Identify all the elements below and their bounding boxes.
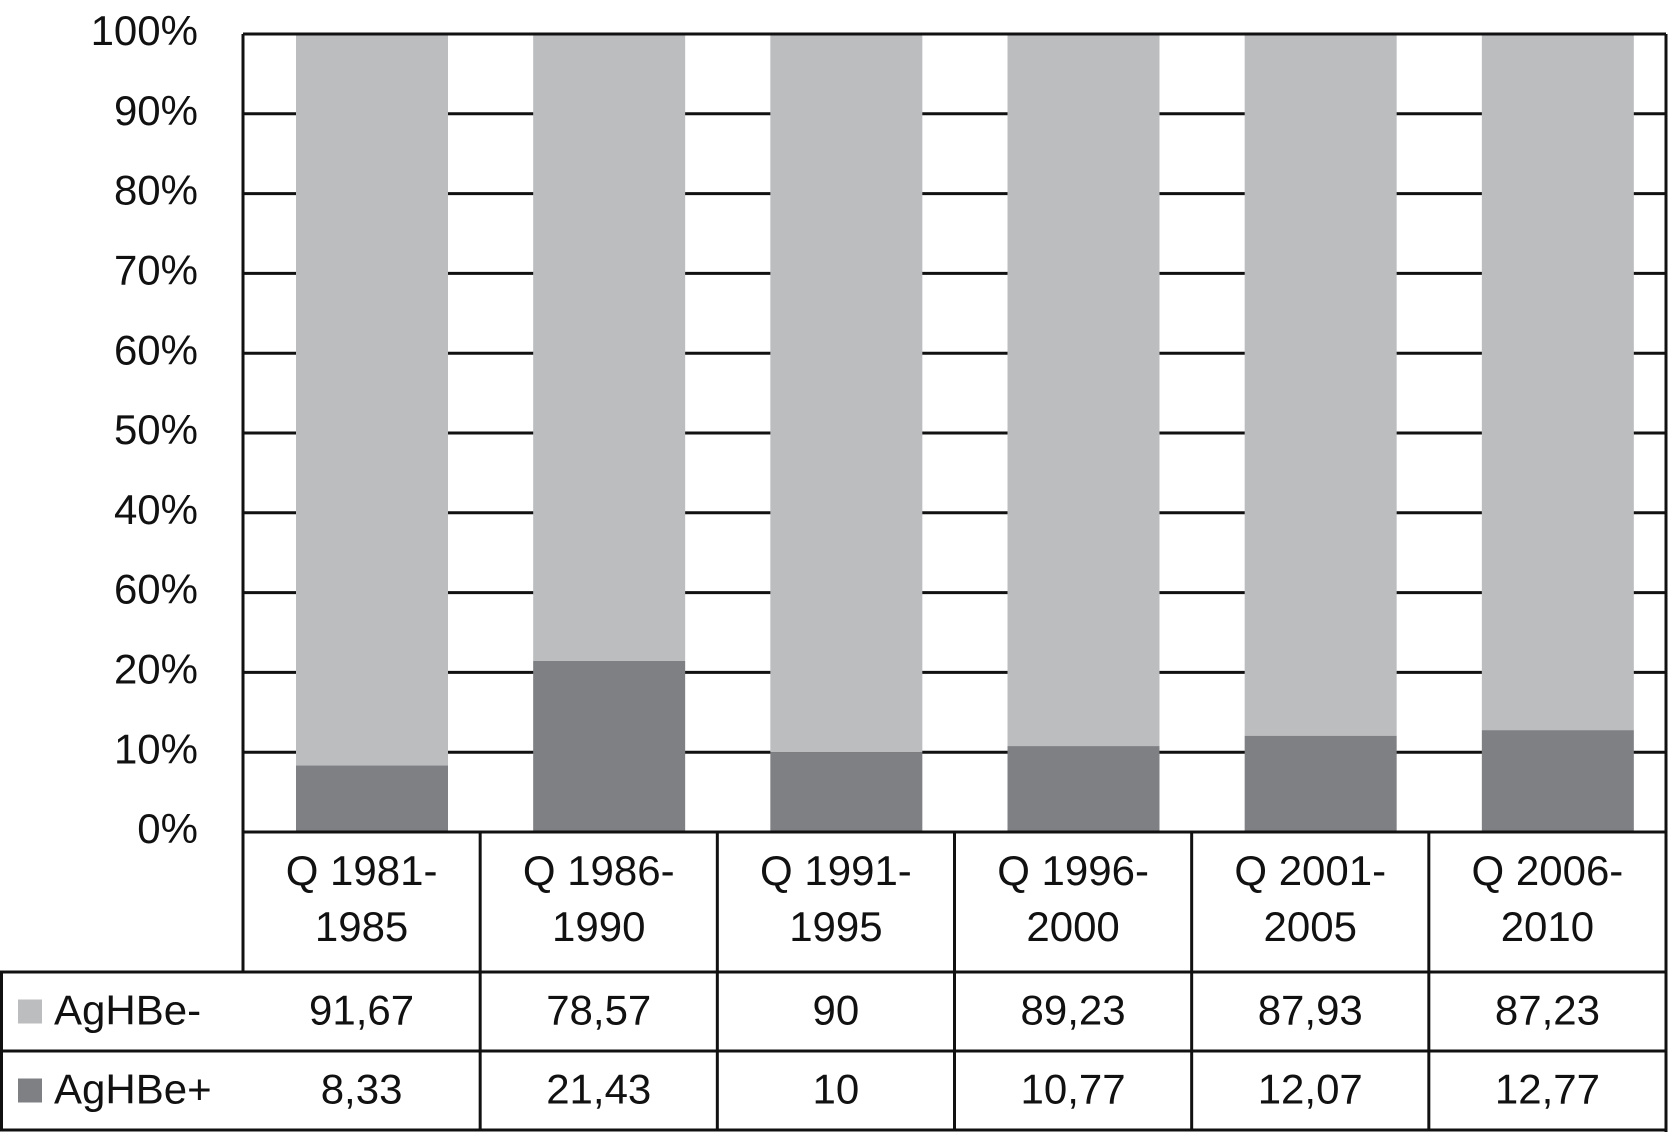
x-tick-label: Q 2006-2010 [1472, 847, 1624, 950]
y-tick-label: 40% [114, 486, 198, 533]
y-tick-label: 0% [137, 805, 198, 852]
legend-label: AgHBe- [54, 987, 201, 1034]
x-tick-label: Q 1991-1995 [760, 847, 912, 950]
legend-swatch [18, 1078, 42, 1103]
bar-segment [1481, 34, 1634, 731]
legend-label: AgHBe+ [54, 1066, 212, 1113]
y-tick-label: 70% [114, 246, 198, 293]
value-label: 12,07 [1258, 1066, 1363, 1113]
x-tick-label: Q 1981-1985 [286, 847, 438, 950]
y-tick-label: 100% [91, 7, 198, 54]
value-label: 89,23 [1021, 987, 1126, 1034]
bar-segment [533, 660, 686, 832]
value-label: 10,77 [1021, 1066, 1126, 1113]
y-tick-label: 80% [114, 167, 198, 214]
bar-segment [770, 34, 923, 753]
y-tick-label: 20% [114, 645, 198, 692]
bar-segment [1244, 34, 1397, 736]
bar-segment [1007, 34, 1160, 747]
x-tick-label: Q 2001-2005 [1234, 847, 1386, 950]
value-label: 78,57 [546, 987, 651, 1034]
value-label: 21,43 [546, 1066, 651, 1113]
bar-segment [1007, 746, 1160, 832]
value-label: 87,23 [1495, 987, 1600, 1034]
bar-segment [533, 34, 686, 661]
bar-segment [296, 34, 448, 766]
value-label: 8,33 [321, 1066, 403, 1113]
y-tick-label: 10% [114, 725, 198, 772]
value-label: 91,67 [309, 987, 414, 1034]
value-label: 10 [813, 1066, 860, 1113]
bar-segment [1244, 735, 1397, 832]
value-label: 90 [813, 987, 860, 1034]
y-tick-label: 50% [114, 406, 198, 453]
value-label: 87,93 [1258, 987, 1363, 1034]
x-tick-label: Q 1986-1990 [523, 847, 675, 950]
y-tick-label: 60% [114, 566, 198, 613]
y-tick-label: 60% [114, 326, 198, 373]
bar-segment [296, 765, 448, 832]
bar-segment [770, 752, 923, 832]
value-label: 12,77 [1495, 1066, 1600, 1113]
legend-swatch [18, 999, 42, 1024]
bar-segment [1481, 730, 1634, 832]
y-tick-label: 90% [114, 87, 198, 134]
x-tick-label: Q 1996-2000 [997, 847, 1149, 950]
